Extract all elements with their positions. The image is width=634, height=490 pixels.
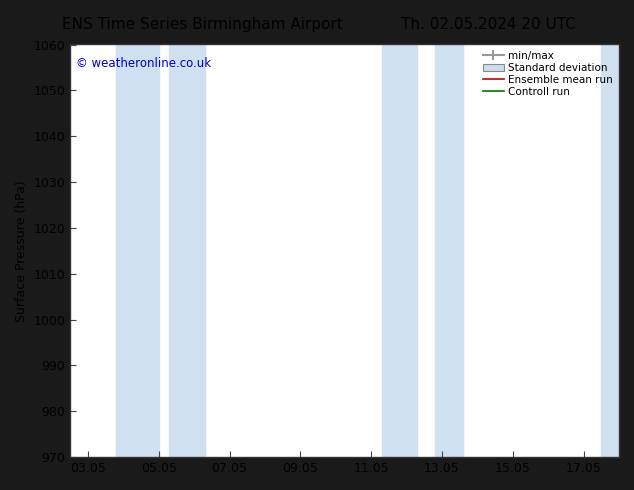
Text: Th. 02.05.2024 20 UTC: Th. 02.05.2024 20 UTC	[401, 17, 576, 32]
Text: © weatheronline.co.uk: © weatheronline.co.uk	[76, 57, 211, 70]
Legend: min/max, Standard deviation, Ensemble mean run, Controll run: min/max, Standard deviation, Ensemble me…	[479, 47, 617, 101]
Bar	[435, 45, 463, 457]
Bar	[382, 45, 417, 457]
Bar	[169, 45, 205, 457]
Y-axis label: Surface Pressure (hPa): Surface Pressure (hPa)	[15, 180, 28, 322]
Bar	[116, 45, 158, 457]
Text: ENS Time Series Birmingham Airport: ENS Time Series Birmingham Airport	[62, 17, 344, 32]
Bar	[601, 45, 619, 457]
